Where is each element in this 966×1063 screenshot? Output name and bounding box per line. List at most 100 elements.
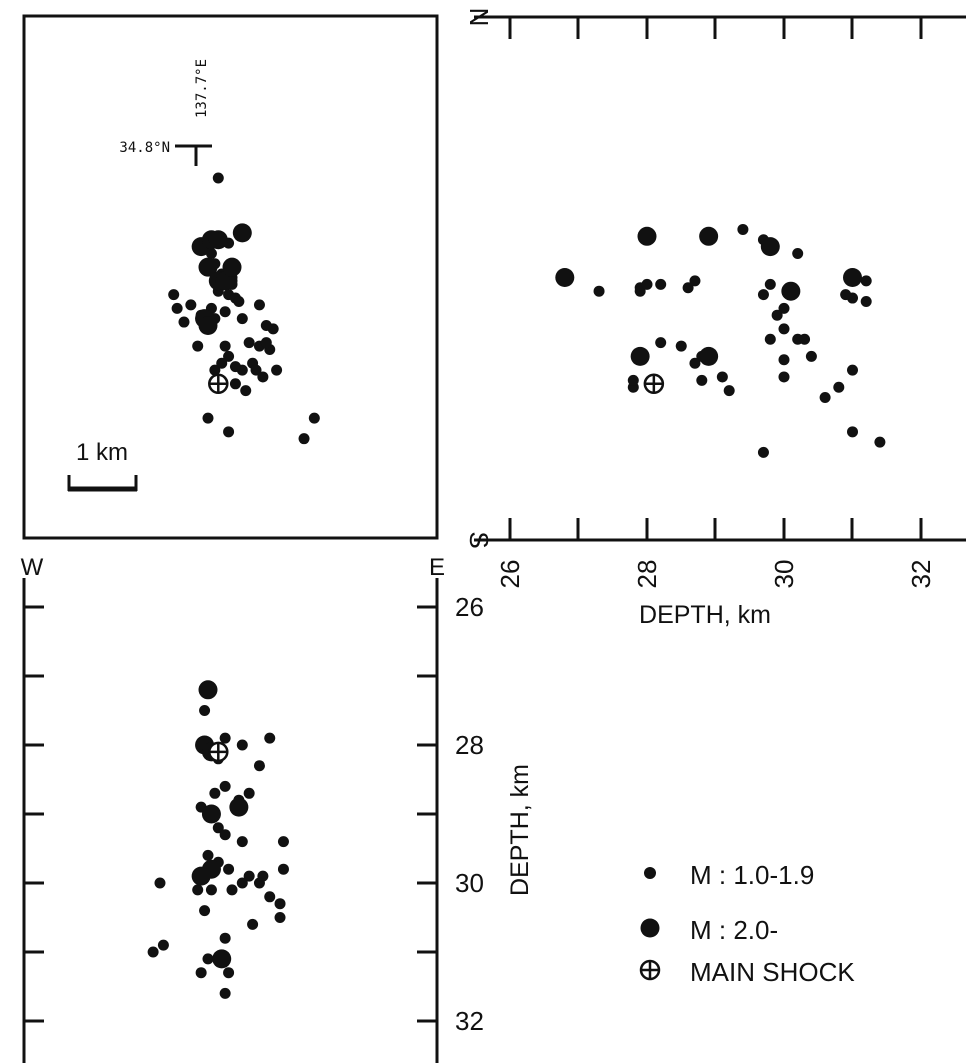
- we-small-event-point: [223, 967, 235, 979]
- map-small-event-point: [236, 313, 248, 325]
- ns-small-event-point: [675, 340, 687, 352]
- map-small-event-point: [250, 364, 262, 376]
- ns-small-event-point: [757, 289, 769, 301]
- north-label: N: [464, 8, 494, 27]
- we-large-event-point: [229, 797, 249, 817]
- map-small-event-point: [229, 361, 241, 373]
- ns-bottom-axis: [474, 518, 966, 542]
- we-small-event-point: [147, 946, 159, 958]
- ns-small-event-point: [799, 333, 811, 345]
- map-small-event-point: [202, 412, 214, 424]
- ns-small-event-point: [655, 278, 667, 290]
- ns-small-event-point: [874, 436, 886, 448]
- map-small-event-point: [223, 350, 235, 362]
- we-small-event-point: [192, 884, 204, 896]
- ns-large-event-point: [555, 267, 575, 287]
- ns-small-event-point: [778, 302, 790, 314]
- west-label: W: [21, 554, 44, 581]
- scale-bar: [67, 475, 138, 492]
- we-small-event-point: [226, 884, 238, 896]
- we-large-event-point: [198, 680, 218, 700]
- we-small-event-point: [247, 918, 259, 930]
- we-small-event-point: [264, 891, 276, 903]
- legend-small-marker: [644, 867, 656, 879]
- ns-tick-label: 30: [769, 560, 799, 589]
- map-small-event-point: [257, 371, 269, 383]
- we-right-axis: [417, 578, 439, 1063]
- map-small-event-point: [240, 385, 252, 397]
- legend-large-marker: [640, 918, 660, 938]
- legend-small-label: M : 1.0-1.9: [690, 860, 814, 890]
- ns-small-event-point: [723, 385, 735, 397]
- map-small-event-point: [178, 316, 190, 328]
- ns-large-event-point: [843, 267, 862, 287]
- ns-small-event-point: [819, 392, 831, 404]
- ns-tick-label: 32: [906, 560, 936, 589]
- we-tick-label: 32: [455, 1006, 484, 1036]
- we-depth-axis-label: DEPTH, km: [506, 764, 534, 896]
- we-small-event-point: [219, 987, 231, 999]
- ns-small-event-point: [696, 374, 708, 386]
- ns-tick-label: 26: [495, 560, 525, 589]
- ns-small-event-point: [655, 337, 667, 349]
- ns-tick-label: 28: [632, 560, 662, 589]
- map-small-event-point: [219, 306, 231, 318]
- we-small-event-point: [219, 932, 231, 944]
- map-small-event-point: [219, 340, 231, 352]
- we-small-event-point: [219, 780, 231, 792]
- latitude-label: 34.8°N: [119, 140, 170, 156]
- ns-small-event-point: [627, 374, 639, 386]
- map-small-event-point: [168, 289, 180, 301]
- ns-small-event-point: [716, 371, 728, 383]
- ns-small-event-point: [593, 285, 605, 297]
- map-large-event-point: [198, 257, 218, 277]
- scale-bar-label: 1 km: [76, 439, 128, 466]
- we-points: [147, 680, 289, 999]
- map-main-shock-marker: [208, 373, 229, 395]
- we-small-event-point: [199, 905, 211, 917]
- we-large-event-point: [191, 866, 211, 886]
- ns-small-event-point: [778, 323, 790, 335]
- map-points: [168, 172, 320, 445]
- we-main-shock-marker: [208, 741, 229, 763]
- ns-large-event-point: [760, 237, 780, 257]
- longitude-label: 137.7°E: [194, 59, 210, 118]
- map-large-event-point: [208, 230, 228, 250]
- ns-large-event-point: [781, 281, 801, 301]
- ns-small-event-point: [764, 278, 776, 290]
- map-small-event-point: [233, 295, 245, 307]
- map-small-event-point: [243, 337, 255, 349]
- ns-depth-axis-label: DEPTH, km: [639, 601, 771, 629]
- map-small-event-point: [212, 172, 224, 184]
- ns-large-event-point: [699, 226, 719, 246]
- we-small-event-point: [253, 877, 265, 889]
- ns-small-event-point: [771, 309, 783, 321]
- map-small-event-point: [253, 299, 265, 311]
- map-small-event-point: [271, 364, 283, 376]
- ns-small-event-point: [792, 247, 804, 259]
- map-panel: 137.7°E 34.8°N 1 km: [22, 14, 439, 540]
- ns-small-event-point: [757, 446, 769, 458]
- we-small-event-point: [264, 732, 276, 744]
- map-small-event-point: [229, 378, 241, 390]
- we-small-event-point: [219, 829, 231, 841]
- map-large-event-point: [222, 257, 242, 277]
- map-small-event-point: [223, 426, 235, 438]
- reference-cross: [175, 144, 212, 166]
- legend: M : 1.0-1.9 M : 2.0- MAIN SHOCK: [639, 860, 855, 987]
- we-small-event-point: [236, 739, 248, 751]
- ns-small-event-point: [833, 381, 845, 393]
- ns-small-event-point: [634, 285, 646, 297]
- we-small-event-point: [243, 787, 255, 799]
- map-small-event-point: [209, 364, 221, 376]
- south-label: S: [464, 531, 494, 548]
- legend-large-label: M : 2.0-: [690, 915, 778, 945]
- map-large-event-point: [198, 315, 218, 335]
- we-small-event-point: [195, 967, 207, 979]
- we-section-panel: W E 26 28 30 32 DEPTH, km: [21, 554, 534, 1063]
- ns-small-event-point: [860, 275, 872, 287]
- legend-main-shock-icon: [639, 959, 661, 981]
- we-small-event-point: [243, 870, 255, 882]
- ns-small-event-point: [847, 426, 858, 438]
- we-large-event-point: [212, 949, 232, 969]
